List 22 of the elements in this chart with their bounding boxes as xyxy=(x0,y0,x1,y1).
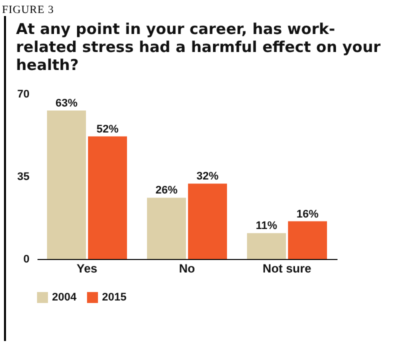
legend-label: 2015 xyxy=(102,292,126,304)
y-tick-label: 0 xyxy=(23,254,30,266)
x-tick-label: No xyxy=(179,262,195,276)
bar xyxy=(147,198,186,259)
bar xyxy=(288,221,327,259)
bar xyxy=(47,110,86,259)
legend-label: 2004 xyxy=(52,292,78,304)
data-label: 63% xyxy=(55,98,78,110)
caption: FIGURE 3 xyxy=(0,4,398,16)
data-label: 32% xyxy=(196,170,219,183)
data-label: 52% xyxy=(96,123,119,136)
bar xyxy=(88,136,127,259)
y-tick-label: 70 xyxy=(17,88,30,100)
bar xyxy=(188,184,227,259)
data-label: 26% xyxy=(155,184,178,197)
chart-title: At any point in your career, has work-related stress had a harmful effect on your health? xyxy=(16,20,382,74)
data-label: 11% xyxy=(256,220,278,232)
data-label: 16% xyxy=(296,208,319,220)
x-tick-label: Not sure xyxy=(262,262,312,276)
bar xyxy=(247,233,286,259)
x-tick-label: Yes xyxy=(76,262,98,276)
y-tick-label: 35 xyxy=(17,171,30,183)
